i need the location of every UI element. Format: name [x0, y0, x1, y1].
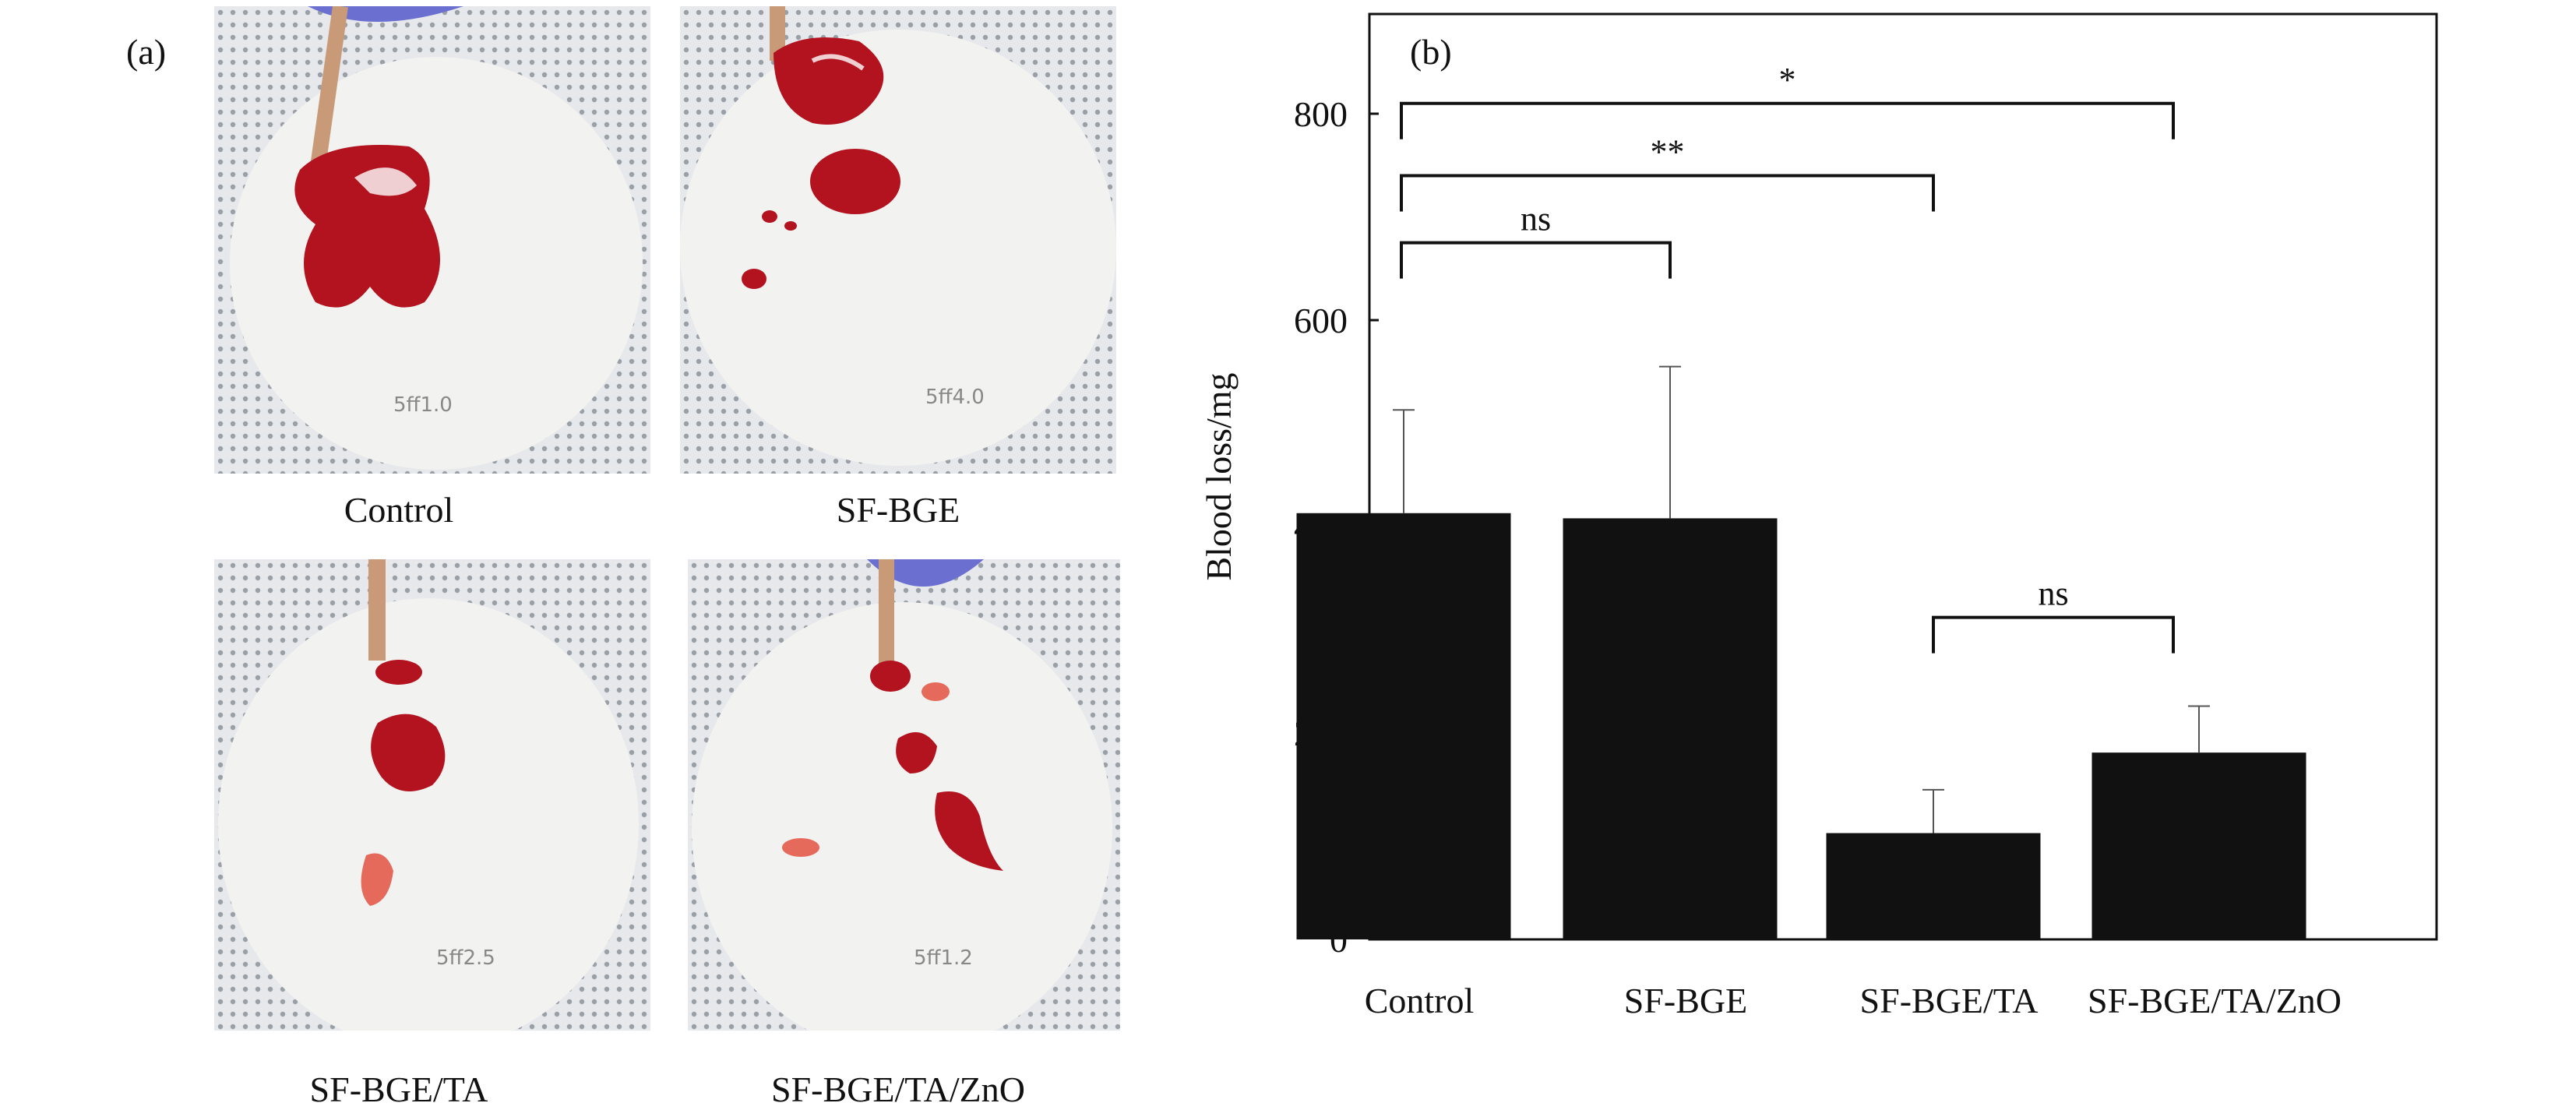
bar-1	[1563, 518, 1778, 939]
photo-sf-bge-ta-image: 5ff2.5	[214, 559, 650, 1031]
photo-sf-bge-ta: 5ff2.5	[214, 559, 650, 1031]
significance-bracket-1	[1400, 174, 1935, 212]
x-tick-label-3: SF-BGE/TA/ZnO	[2088, 981, 2342, 1020]
photo-sf-bge-image: 5ff4.0	[680, 6, 1116, 474]
y-tick-label-2: 400	[1294, 507, 1348, 547]
caption-control: Control	[344, 490, 454, 530]
photo-control: 5ff1.0	[214, 6, 650, 474]
x-tick-label-1: SF-BGE	[1624, 981, 1747, 1020]
panel-a-label: (a)	[126, 32, 167, 72]
significance-bracket-3	[1932, 615, 2175, 654]
significance-label-1: **	[1651, 133, 1685, 171]
photo-control-writing: 5ff1.0	[393, 393, 453, 417]
photo-control-image: 5ff1.0	[214, 6, 650, 474]
x-tick-label-0: Control	[1365, 981, 1475, 1020]
photo-sf-bge-writing: 5ff4.0	[925, 386, 985, 409]
y-tick-label-1: 200	[1294, 714, 1348, 753]
photo-sf-bge-ta-zno-writing: 5ff1.2	[914, 946, 973, 970]
caption-sf-bge: SF-BGE	[836, 490, 960, 530]
bar-3	[2091, 752, 2306, 939]
significance-label-0: *	[1779, 61, 1796, 99]
panel-b-label: (b)	[1410, 32, 1452, 72]
bar-2	[1826, 833, 2041, 939]
bar-0	[1296, 513, 1511, 939]
photo-sf-bge-ta-zno: 5ff1.2	[688, 559, 1120, 1031]
significance-bracket-2	[1400, 241, 1672, 279]
y-axis-label: Blood loss/mg	[1199, 372, 1239, 580]
x-tick-label-2: SF-BGE/TA	[1860, 981, 2039, 1020]
y-tick-label-4: 800	[1294, 94, 1348, 134]
y-tick-label-0: 0	[1330, 920, 1348, 960]
photo-sf-bge-ta-zno-image: 5ff1.2	[688, 559, 1120, 1031]
significance-label-3: ns	[2038, 575, 2068, 613]
significance-bracket-0	[1400, 101, 2175, 139]
caption-sf-bge-ta-zno: SF-BGE/TA/ZnO	[771, 1069, 1025, 1109]
photo-sf-bge: 5ff4.0	[680, 6, 1116, 474]
caption-sf-bge-ta: SF-BGE/TA	[309, 1069, 488, 1109]
y-tick-label-3: 600	[1294, 301, 1348, 340]
significance-label-2: ns	[1521, 200, 1551, 238]
photo-sf-bge-ta-writing: 5ff2.5	[436, 946, 495, 970]
